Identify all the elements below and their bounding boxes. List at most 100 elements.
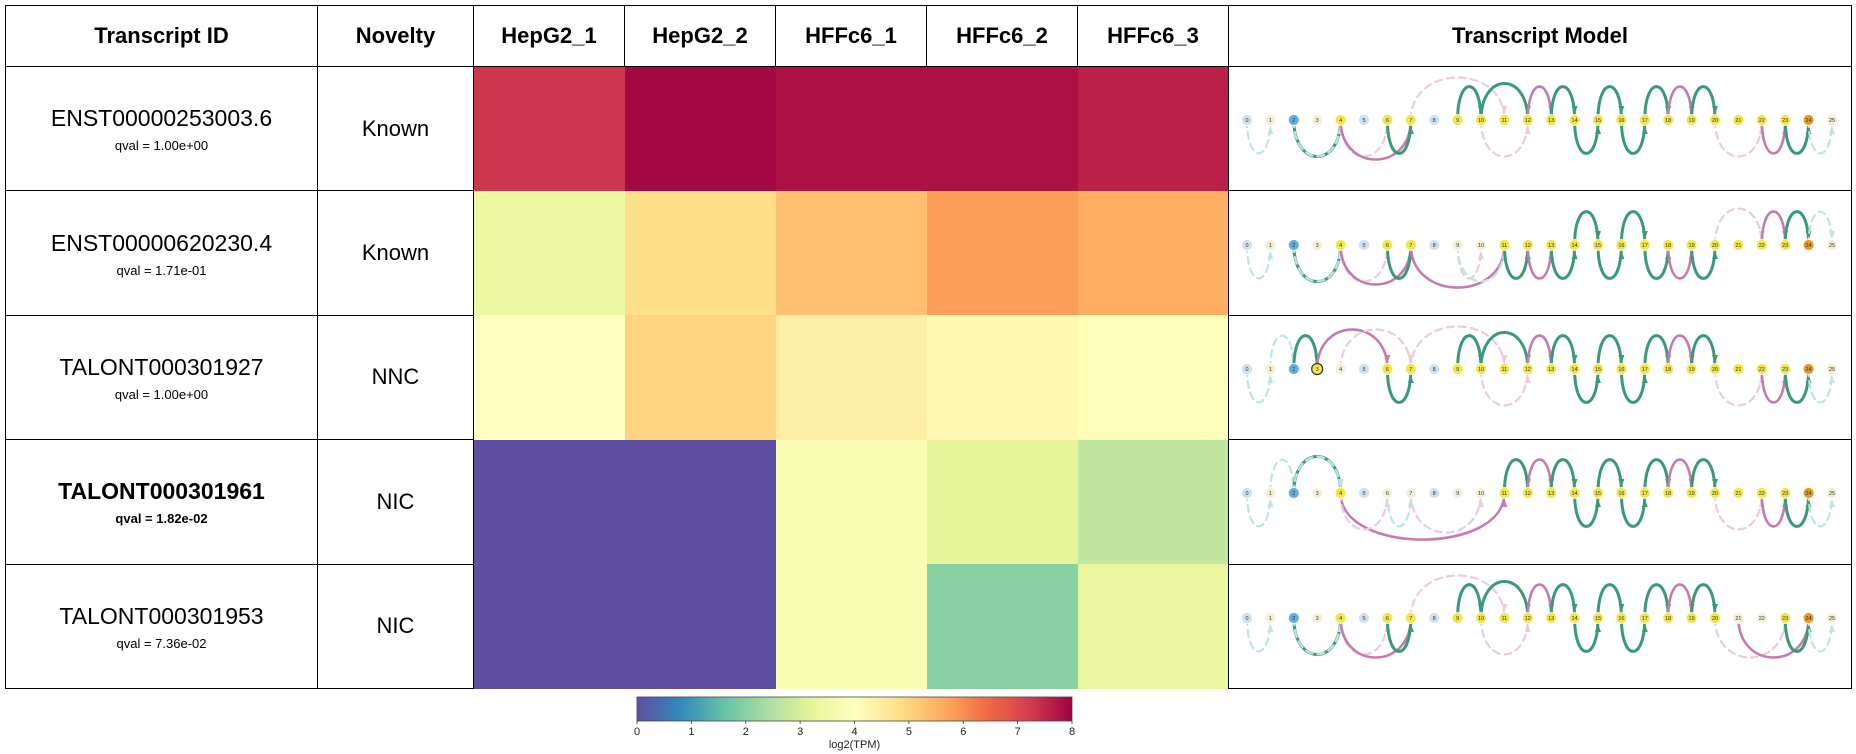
exon-node bbox=[1451, 611, 1464, 624]
exon-node bbox=[1241, 611, 1253, 624]
exon-label: 8 bbox=[1433, 118, 1436, 124]
exon-node bbox=[1709, 487, 1721, 500]
exon-node bbox=[1592, 363, 1604, 375]
splice-junction-arc bbox=[1690, 85, 1717, 122]
exon-node bbox=[1662, 487, 1675, 500]
splice-junction-arc bbox=[1526, 458, 1553, 495]
exon-label: 10 bbox=[1478, 118, 1484, 124]
novelty-cell: NIC bbox=[317, 563, 474, 690]
splice-junction-arc bbox=[1409, 76, 1506, 122]
exon-node bbox=[1358, 363, 1370, 375]
exon-node bbox=[1592, 114, 1604, 127]
exon-node bbox=[1802, 487, 1815, 500]
exon-node bbox=[1826, 363, 1838, 375]
arc-arrowhead bbox=[1478, 250, 1484, 259]
exon-label: 7 bbox=[1409, 616, 1412, 622]
qval-label: qval = 7.36e-02 bbox=[116, 635, 207, 651]
exon-label: 15 bbox=[1595, 492, 1601, 498]
splice-junction-arc bbox=[1245, 492, 1272, 528]
splice-junction-arc bbox=[1666, 243, 1693, 280]
heatmap-cell bbox=[624, 564, 776, 689]
exon-node bbox=[1779, 363, 1792, 375]
header-novelty: Novelty bbox=[317, 5, 474, 67]
exon-label: 20 bbox=[1712, 118, 1718, 124]
colorbar-gradient bbox=[636, 696, 1073, 722]
splice-junction-arc bbox=[1245, 119, 1272, 155]
exon-label: 24 bbox=[1806, 492, 1812, 498]
exon-node bbox=[1568, 114, 1581, 127]
arc-arrowhead bbox=[1595, 374, 1601, 383]
splice-junction-arc bbox=[1713, 119, 1763, 158]
exon-node bbox=[1615, 487, 1628, 500]
exon-node bbox=[1545, 114, 1558, 127]
heatmap-cell bbox=[624, 439, 776, 565]
exon-node bbox=[1498, 487, 1511, 500]
exon-label: 11 bbox=[1502, 492, 1508, 498]
exon-label: 11 bbox=[1502, 243, 1508, 249]
exon-label: 17 bbox=[1642, 243, 1648, 249]
exon-label: 12 bbox=[1525, 616, 1531, 622]
transcript-id: TALONT000301953 bbox=[59, 602, 264, 629]
exon-label: 20 bbox=[1712, 243, 1718, 249]
exon-node bbox=[1451, 238, 1464, 251]
exon-label: 11 bbox=[1502, 118, 1508, 124]
splice-junction-arc bbox=[1690, 583, 1717, 620]
transcript-id: TALONT000301961 bbox=[58, 478, 265, 505]
colorbar-tick-label: 6 bbox=[960, 726, 966, 738]
splice-junction-arc bbox=[1760, 492, 1787, 528]
exon-label: 8 bbox=[1433, 616, 1436, 622]
exon-node bbox=[1404, 611, 1417, 624]
exon-label: 2 bbox=[1292, 492, 1295, 498]
exon-node bbox=[1428, 363, 1441, 375]
exon-node bbox=[1545, 363, 1558, 375]
exon-label: 14 bbox=[1572, 243, 1578, 249]
transcript-id-cell: TALONT000301953 qval = 7.36e-02 bbox=[5, 563, 318, 690]
exon-node bbox=[1334, 114, 1347, 127]
splice-junction-arc bbox=[1549, 583, 1577, 620]
splice-junction-arc bbox=[1479, 579, 1530, 620]
transcript-id: TALONT000301927 bbox=[59, 353, 264, 380]
arc-arrowhead bbox=[1267, 374, 1274, 383]
splice-junction-arc bbox=[1573, 118, 1600, 155]
exon-label: 10 bbox=[1478, 243, 1484, 249]
exon-label: 7 bbox=[1409, 243, 1412, 249]
exon-label: 23 bbox=[1782, 118, 1788, 124]
exon-node bbox=[1264, 238, 1277, 251]
splice-junction-arc bbox=[1643, 243, 1670, 280]
exon-label: 23 bbox=[1782, 616, 1788, 622]
colorbar-tick-label: 1 bbox=[688, 726, 694, 738]
arc-arrowhead bbox=[1712, 354, 1718, 363]
novelty-cell: Known bbox=[317, 190, 474, 316]
arc-arrowhead bbox=[1571, 603, 1578, 612]
exon-node bbox=[1381, 114, 1394, 127]
heatmap-cell bbox=[473, 190, 625, 316]
arc-arrowhead bbox=[1641, 374, 1648, 383]
table-row: ENST00000253003.6 qval = 1.00e+00 Known 0 1 2… bbox=[5, 65, 1852, 192]
splice-junction-arc bbox=[1456, 334, 1483, 371]
exon-node bbox=[1475, 238, 1487, 251]
splice-junction-arc bbox=[1643, 334, 1670, 371]
arc-arrowhead bbox=[1524, 374, 1531, 383]
exon-node bbox=[1638, 487, 1651, 500]
arc-arrowhead bbox=[1618, 354, 1625, 363]
exon-node bbox=[1615, 114, 1628, 127]
splice-junction-arc bbox=[1339, 243, 1413, 286]
exon-node bbox=[1755, 114, 1768, 127]
exon-label: 17 bbox=[1642, 118, 1648, 124]
arc-arrowhead bbox=[1267, 250, 1274, 259]
splice-junction-arc bbox=[1713, 492, 1763, 531]
colorbar-tick-label: 3 bbox=[797, 726, 803, 738]
exon-node bbox=[1521, 363, 1534, 375]
arc-arrowhead bbox=[1829, 623, 1835, 632]
novelty-cell: NNC bbox=[317, 314, 474, 441]
exon-label: 2 bbox=[1292, 616, 1295, 622]
colorbar-label: log2(TPM) bbox=[829, 739, 880, 751]
exon-node bbox=[1264, 363, 1277, 375]
transcript-model-cell: 0 1 2 3 4 5 6 7 8 9 10 11 12 13 14 15 16 17 18 19 20 21 22 23 24… bbox=[1228, 190, 1852, 316]
arc-arrowhead bbox=[1712, 479, 1718, 488]
exon-node bbox=[1381, 611, 1394, 624]
exon-node bbox=[1826, 611, 1838, 624]
exon-node bbox=[1381, 238, 1394, 251]
exon-node bbox=[1662, 611, 1675, 624]
arc-arrowhead bbox=[1524, 126, 1531, 135]
